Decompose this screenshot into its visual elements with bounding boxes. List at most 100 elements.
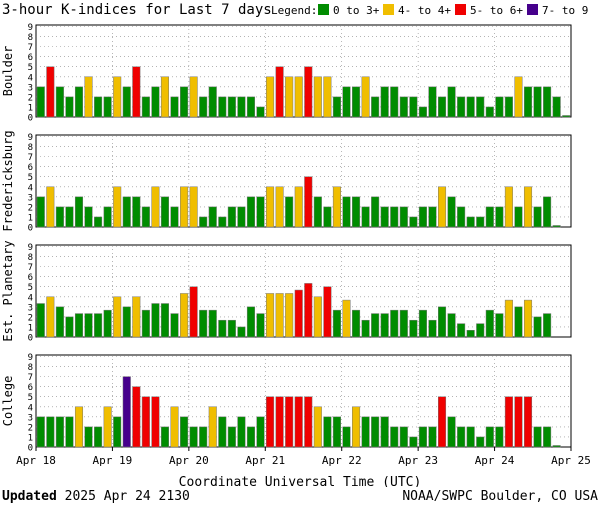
bar <box>514 306 523 338</box>
bar <box>218 416 227 448</box>
bar <box>94 216 103 228</box>
bar <box>199 309 208 338</box>
bar <box>552 96 561 118</box>
bar <box>275 396 284 448</box>
bar <box>399 96 408 118</box>
y-tick-label: 2 <box>28 93 33 103</box>
bar <box>514 396 523 448</box>
y-tick-label: 7 <box>28 373 33 383</box>
bar <box>208 309 217 338</box>
x-tick-label: Apr 22 <box>322 454 362 467</box>
bar <box>409 436 418 448</box>
bar <box>113 296 122 338</box>
bar <box>466 96 475 118</box>
bar <box>84 426 93 448</box>
bar <box>552 225 561 228</box>
bar <box>352 86 361 118</box>
bar <box>380 313 389 338</box>
bar <box>132 296 141 338</box>
bar <box>371 96 380 118</box>
y-tick-label: 9 <box>28 23 33 33</box>
bar <box>533 316 542 338</box>
bar <box>285 293 294 338</box>
bar <box>485 106 494 118</box>
bar <box>189 76 198 118</box>
bar <box>237 206 246 228</box>
bar <box>180 416 189 448</box>
bar <box>46 296 55 338</box>
bar <box>438 96 447 118</box>
bar <box>304 396 313 448</box>
y-tick-label: 2 <box>28 313 33 323</box>
bar <box>122 196 131 228</box>
bar <box>352 309 361 338</box>
bar <box>361 319 370 338</box>
y-tick-label: 7 <box>28 263 33 273</box>
bar <box>352 196 361 228</box>
bar <box>132 386 141 448</box>
bar <box>495 426 504 448</box>
bar <box>466 426 475 448</box>
bar <box>342 299 351 338</box>
y-tick-label: 3 <box>28 303 33 313</box>
y-tick-label: 3 <box>28 193 33 203</box>
bar <box>55 416 64 448</box>
bar <box>113 76 122 118</box>
bar <box>237 96 246 118</box>
bar <box>457 426 466 448</box>
bar <box>390 86 399 118</box>
bar <box>457 96 466 118</box>
bar <box>313 406 322 448</box>
bar <box>428 319 437 338</box>
y-tick-label: 1 <box>28 213 33 223</box>
panel-frame <box>35 134 572 228</box>
bar <box>103 309 112 338</box>
bar <box>447 313 456 338</box>
bar <box>409 96 418 118</box>
bar <box>141 96 150 118</box>
bar <box>189 426 198 448</box>
bar <box>246 96 255 118</box>
bar <box>218 96 227 118</box>
station-label: Boulder <box>1 46 15 97</box>
bar <box>266 293 275 338</box>
legend-item-label: 4- to 4+ <box>398 4 451 17</box>
bar <box>361 206 370 228</box>
bar <box>476 216 485 228</box>
y-tick-label: 9 <box>28 133 33 143</box>
bar <box>504 396 513 448</box>
y-tick-label: 5 <box>28 173 33 183</box>
bar <box>122 86 131 118</box>
bar <box>543 426 552 448</box>
bar <box>189 186 198 228</box>
bar <box>218 319 227 338</box>
bar <box>94 313 103 338</box>
y-tick-label: 8 <box>28 143 33 153</box>
credit-text: NOAA/SWPC Boulder, CO USA <box>402 489 598 504</box>
bar <box>543 196 552 228</box>
bar <box>180 186 189 228</box>
bar <box>447 416 456 448</box>
bar <box>36 86 45 118</box>
bar <box>514 206 523 228</box>
bar <box>208 206 217 228</box>
y-tick-label: 6 <box>28 383 33 393</box>
bar <box>294 289 303 338</box>
x-tick-label: Apr 24 <box>475 454 515 467</box>
bar <box>523 396 533 448</box>
bar <box>533 86 542 118</box>
bar <box>218 216 227 228</box>
bar <box>36 416 45 448</box>
y-tick-label: 4 <box>28 73 33 83</box>
y-tick-label: 4 <box>28 293 33 303</box>
bar <box>170 96 179 118</box>
legend-swatch <box>455 4 466 15</box>
bar <box>332 96 341 118</box>
bar <box>313 196 322 228</box>
legend-label: Legend: <box>271 4 317 17</box>
bar <box>323 286 332 338</box>
bar <box>371 416 380 448</box>
bar <box>170 406 179 448</box>
